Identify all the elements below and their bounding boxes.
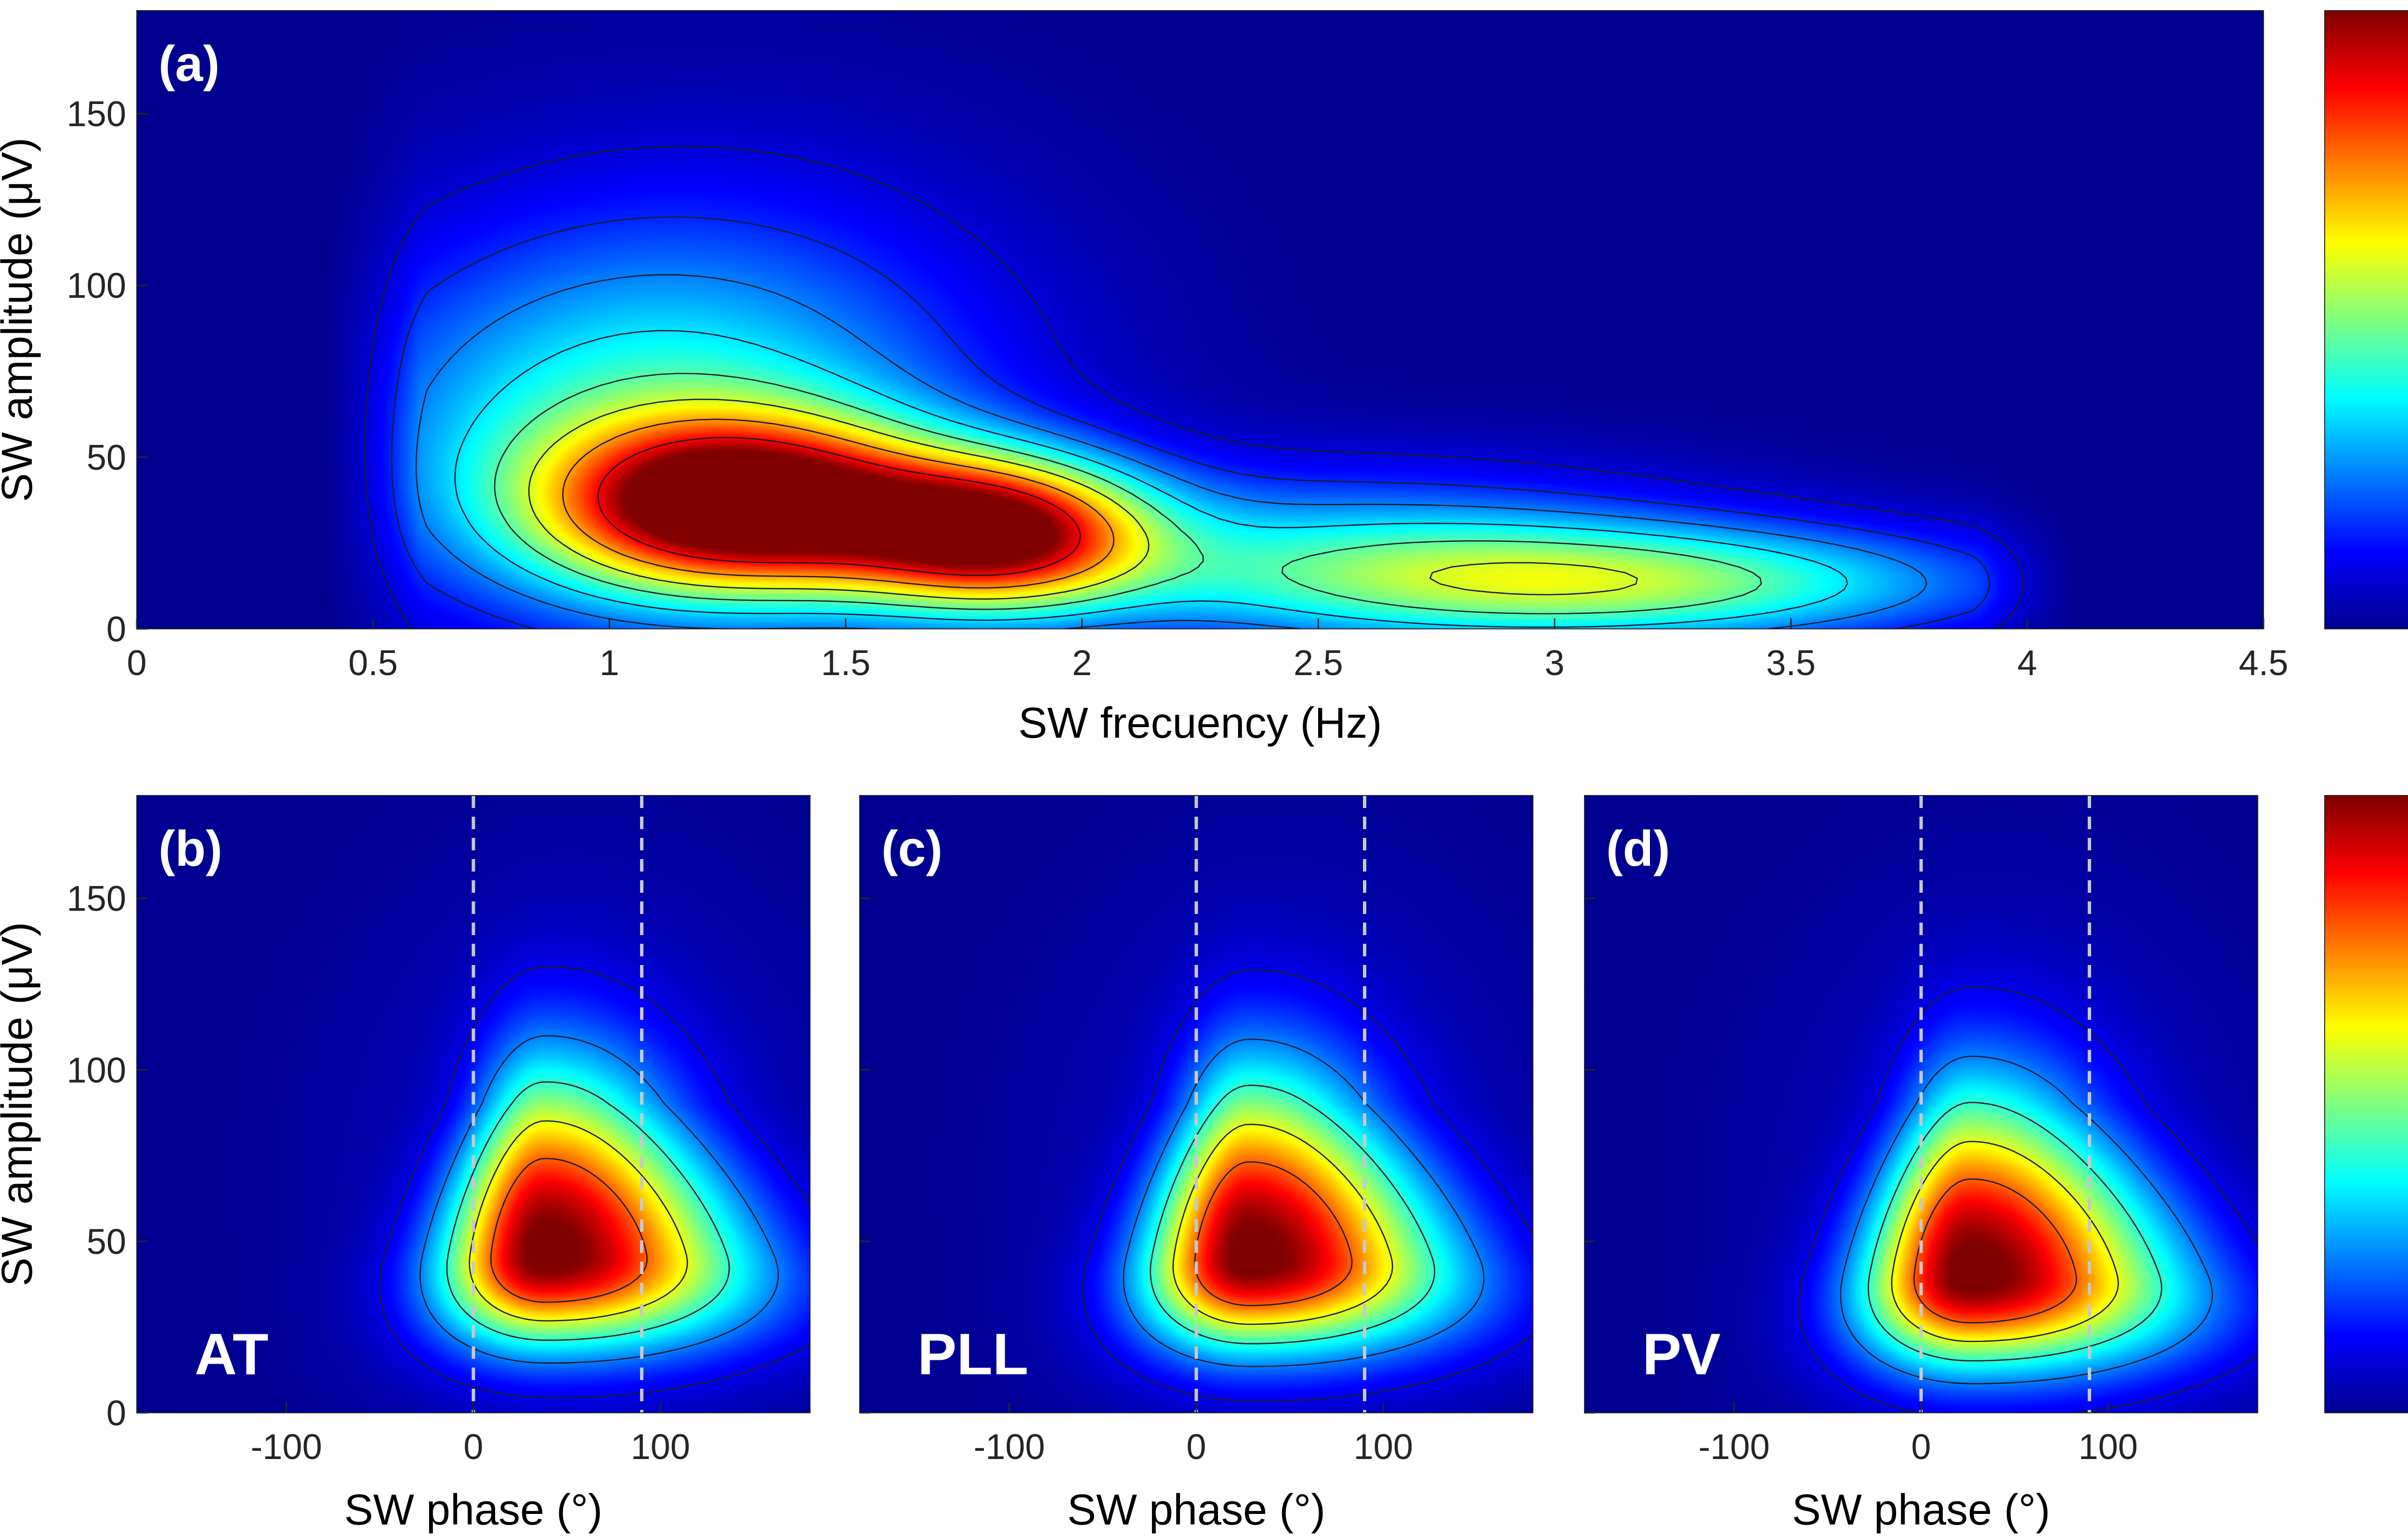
x-tick-label: 3 <box>1544 643 1564 683</box>
x-tick-label: 0.5 <box>348 643 398 683</box>
x-tick-label: 100 <box>1354 1427 1413 1467</box>
contour-line <box>1150 1084 1436 1344</box>
x-tick-label: -100 <box>1699 1427 1770 1467</box>
axis-ticks: -100 0 100 <box>860 898 1413 1467</box>
colorbar-frame <box>2324 10 2408 629</box>
x-tick-label: 0 <box>463 1427 483 1467</box>
axis-ticks: -100 0 100 0 50 100 150 <box>67 879 691 1467</box>
plot-frame <box>859 795 1533 1413</box>
contour-line <box>1868 1102 2162 1362</box>
contour-line <box>1798 986 2258 1413</box>
x-tick-label: -100 <box>251 1427 322 1467</box>
y-tick-label: 50 <box>87 437 126 477</box>
y-tick-label: 100 <box>67 1050 126 1090</box>
y-tick-label: 0 <box>106 1393 126 1433</box>
condition-label: PLL <box>917 1321 1028 1387</box>
contour-line <box>1891 1141 2119 1342</box>
y-tick-label: 100 <box>67 266 126 306</box>
x-tick-label: 2 <box>1072 643 1092 683</box>
contour-line <box>1172 1123 1393 1325</box>
contour-line <box>454 330 1848 628</box>
contour-line <box>419 1035 779 1364</box>
y-axis-label: SW amplitude (μV) <box>0 922 41 1286</box>
x-tick-label: 1 <box>600 643 619 683</box>
contour-line <box>528 398 1638 600</box>
contour-line <box>391 216 1990 629</box>
x-axis-label: SW frecuency (Hz) <box>1018 699 1382 747</box>
contour-line <box>364 145 2025 629</box>
contour-line <box>469 1120 688 1322</box>
contour-line <box>446 1081 730 1341</box>
contour-lines <box>379 965 810 1398</box>
axis-ticks: -100 0 100 <box>1584 898 2138 1467</box>
contour-lines <box>364 145 2025 629</box>
heatmap-image <box>137 11 2264 629</box>
x-tick-label: 0 <box>1911 1427 1931 1467</box>
x-tick-label: 2.5 <box>1294 643 1343 683</box>
y-tick-label: 150 <box>67 879 126 919</box>
x-axis-label: SW phase (°) <box>344 1486 602 1534</box>
x-tick-label: 100 <box>631 1427 690 1467</box>
contour-line <box>494 373 1762 614</box>
y-axis-label: SW amplitude (μV) <box>0 137 41 502</box>
plot-frame <box>136 795 811 1413</box>
x-tick-label: 1.5 <box>821 643 871 683</box>
colorbar-gradient <box>2325 11 2408 629</box>
contour-line <box>415 274 1927 629</box>
contour-line <box>562 418 1115 589</box>
x-tick-label: 4 <box>2017 643 2037 683</box>
axis-ticks: 0 0.5 1 1.5 2 2.5 3 3.5 4 4.5 0 50 100 150 <box>67 94 2289 683</box>
y-tick-label: 150 <box>67 94 126 134</box>
panel-label: (d) <box>1606 821 1670 877</box>
contour-lines <box>1082 969 1533 1402</box>
contour-line <box>379 965 810 1398</box>
panel-label: (a) <box>158 36 220 92</box>
contour-line <box>1913 1178 2077 1324</box>
x-axis-label: SW phase (°) <box>1067 1486 1325 1534</box>
x-tick-label: 4.5 <box>2239 643 2289 683</box>
colorbar-gradient <box>2325 795 2408 1413</box>
panel-label: (c) <box>881 821 942 877</box>
y-tick-label: 50 <box>87 1222 126 1262</box>
contour-line <box>1194 1161 1353 1306</box>
x-tick-label: 0 <box>1186 1427 1206 1467</box>
y-tick-label: 0 <box>106 609 126 649</box>
condition-label: PV <box>1642 1321 1721 1387</box>
x-tick-label: -100 <box>974 1427 1045 1467</box>
contour-lines <box>1798 986 2258 1413</box>
contour-line <box>597 437 1081 576</box>
condition-label: AT <box>195 1321 269 1387</box>
x-axis-label: SW phase (°) <box>1792 1486 2050 1534</box>
plot-frame <box>136 10 2264 629</box>
x-tick-label: 3.5 <box>1766 643 1816 683</box>
plot-frame <box>1584 795 2258 1413</box>
colorbar-frame <box>2324 795 2408 1413</box>
contour-line <box>490 1158 648 1303</box>
x-tick-label: 100 <box>2079 1427 2138 1467</box>
contour-line <box>1082 969 1533 1402</box>
x-tick-label: 0 <box>127 643 146 683</box>
panel-label: (b) <box>158 821 222 877</box>
